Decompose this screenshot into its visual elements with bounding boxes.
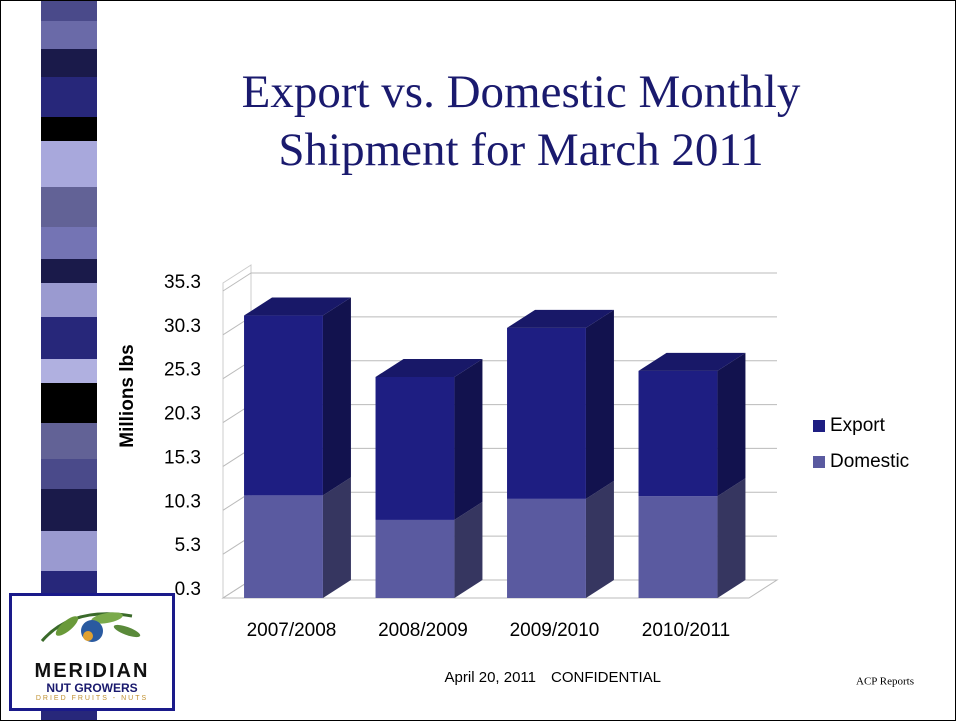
bar-side	[717, 478, 746, 598]
logo: MERIDIAN NUT GROWERS DRIED FRUITS - NUTS	[9, 593, 175, 711]
footer-confidential: CONFIDENTIAL	[551, 669, 661, 686]
y-axis-label: Millions lbs	[117, 344, 138, 447]
legend-label: Domestic	[830, 451, 909, 472]
y-tick-label: 25.3	[164, 360, 201, 381]
y-tick-label: 10.3	[164, 491, 201, 512]
logo-name: MERIDIAN	[34, 660, 150, 682]
y-tick-label: 15.3	[164, 447, 201, 468]
bar	[507, 498, 586, 598]
footer-source: ACP Reports	[856, 676, 914, 688]
y-tick-label: 35.3	[164, 272, 201, 293]
logo-graphic	[40, 612, 141, 642]
bar	[244, 495, 323, 598]
y-tick-label: 30.3	[164, 316, 201, 337]
bar-top	[507, 309, 614, 328]
grid-line	[222, 272, 777, 292]
bar-side	[454, 501, 483, 598]
x-tick-label: 2007/2008	[247, 620, 337, 641]
legend-swatch	[813, 420, 825, 432]
logo-subtitle: NUT GROWERS	[46, 681, 138, 695]
x-tick-label: 2010/2011	[642, 620, 730, 641]
x-tick-label: 2008/2009	[378, 620, 468, 641]
title: Export vs. Domestic Monthly Shipment for…	[241, 66, 801, 176]
bar-side	[322, 297, 351, 496]
y-tick-label: 0.3	[175, 579, 201, 600]
bar-top	[375, 358, 483, 377]
legend-label: Export	[830, 415, 886, 436]
bar	[507, 327, 586, 499]
bar-top	[244, 297, 351, 316]
legend-swatch	[813, 456, 825, 468]
bar	[638, 496, 718, 598]
bar-side	[717, 352, 746, 497]
bar-side	[322, 477, 351, 598]
y-tick-label: 20.3	[164, 404, 201, 425]
bar	[375, 376, 455, 520]
bar-side	[585, 480, 614, 598]
x-tick-label: 2009/2010	[510, 620, 600, 641]
bar	[375, 519, 455, 598]
footer-date: April 20, 2011	[445, 669, 536, 686]
bar-side	[454, 358, 483, 520]
bar-top	[638, 352, 746, 371]
y-tick-label: 5.3	[175, 535, 201, 556]
bar	[638, 370, 718, 497]
bar-side	[585, 309, 614, 499]
logo-tagline: DRIED FRUITS - NUTS	[35, 695, 149, 702]
bar	[244, 315, 323, 496]
